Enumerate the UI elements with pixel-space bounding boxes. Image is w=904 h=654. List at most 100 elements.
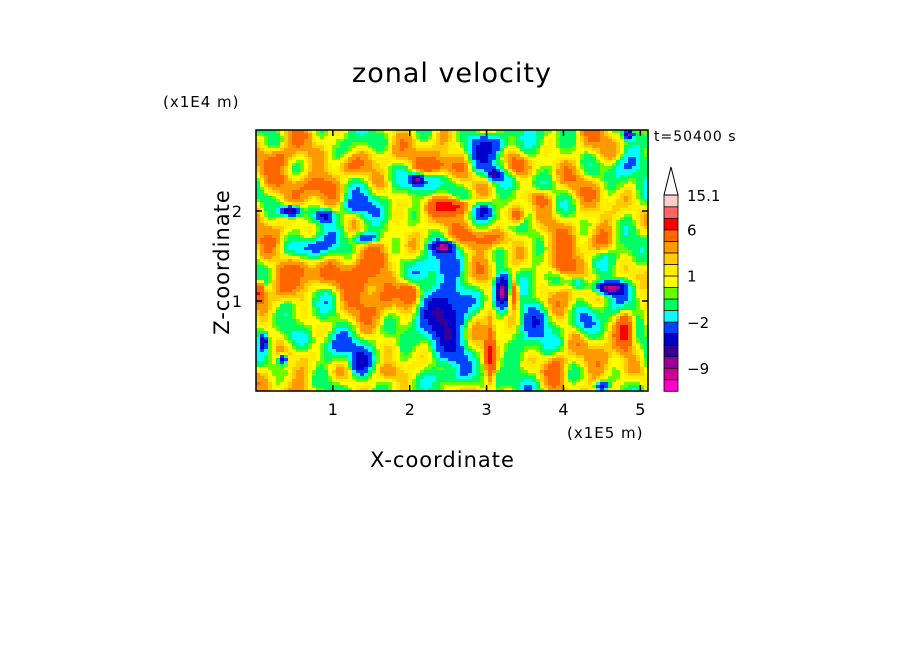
- field-cell: [288, 205, 293, 209]
- field-cell: [612, 184, 617, 188]
- field-cell: [364, 193, 369, 197]
- field-cell: [264, 196, 269, 200]
- field-cell: [512, 163, 517, 167]
- field-cell: [384, 244, 389, 248]
- field-cell: [300, 181, 305, 185]
- field-cell: [336, 223, 341, 227]
- field-cell: [344, 130, 349, 134]
- field-cell: [588, 175, 593, 179]
- field-cell: [572, 166, 577, 170]
- field-cell: [636, 166, 641, 170]
- field-cell: [364, 184, 369, 188]
- field-cell: [324, 133, 329, 137]
- field-cell: [640, 133, 645, 137]
- field-cell: [424, 235, 429, 239]
- field-cell: [608, 229, 613, 233]
- field-cell: [372, 136, 377, 140]
- field-cell: [552, 169, 557, 173]
- field-cell: [364, 190, 369, 194]
- field-cell: [452, 166, 457, 170]
- field-cell: [308, 190, 313, 194]
- field-cell: [572, 205, 577, 209]
- field-cell: [360, 139, 365, 143]
- field-cell: [584, 208, 589, 212]
- field-cell: [512, 181, 517, 185]
- field-cell: [488, 166, 493, 170]
- field-cell: [440, 232, 445, 236]
- field-cell: [516, 205, 521, 209]
- field-cell: [412, 157, 417, 161]
- field-cell: [588, 241, 593, 245]
- field-cell: [600, 133, 605, 137]
- field-cell: [628, 169, 633, 173]
- field-cell: [516, 199, 521, 203]
- field-cell: [476, 142, 481, 146]
- field-cell: [312, 199, 317, 203]
- field-cell: [460, 217, 465, 221]
- field-cell: [544, 184, 549, 188]
- field-cell: [576, 148, 581, 152]
- field-cell: [532, 238, 537, 242]
- field-cell: [628, 154, 633, 158]
- field-cell: [520, 181, 525, 185]
- field-cell: [416, 142, 421, 146]
- field-cell: [628, 175, 633, 179]
- field-cell: [460, 142, 465, 146]
- field-cell: [296, 244, 301, 248]
- field-cell: [476, 130, 481, 134]
- field-cell: [320, 214, 325, 218]
- field-cell: [368, 238, 373, 242]
- field-cell: [440, 139, 445, 143]
- field-cell: [264, 163, 269, 167]
- field-cell: [556, 163, 561, 167]
- field-cell: [412, 184, 417, 188]
- field-cell: [536, 184, 541, 188]
- field-cell: [452, 175, 457, 179]
- field-cell: [328, 181, 333, 185]
- field-cell: [548, 220, 553, 224]
- field-cell: [576, 133, 581, 137]
- field-cell: [560, 154, 565, 158]
- field-cell: [596, 187, 601, 191]
- field-cell: [460, 166, 465, 170]
- field-cell: [576, 220, 581, 224]
- field-cell: [560, 136, 565, 140]
- field-cell: [460, 190, 465, 194]
- field-cell: [292, 241, 297, 245]
- field-cell: [304, 142, 309, 146]
- field-cell: [336, 217, 341, 221]
- field-cell: [448, 139, 453, 143]
- field-cell: [408, 211, 413, 215]
- field-cell: [560, 151, 565, 155]
- field-cell: [516, 196, 521, 200]
- field-cell: [260, 181, 265, 185]
- field-cell: [508, 232, 513, 236]
- field-cell: [468, 241, 473, 245]
- field-cell: [600, 139, 605, 143]
- field-cell: [352, 166, 357, 170]
- field-cell: [324, 190, 329, 194]
- field-cell: [312, 232, 317, 236]
- field-cell: [320, 136, 325, 140]
- field-cell: [288, 151, 293, 155]
- field-cell: [512, 169, 517, 173]
- field-cell: [260, 211, 265, 215]
- field-cell: [444, 217, 449, 221]
- field-cell: [420, 199, 425, 203]
- field-cell: [516, 220, 521, 224]
- field-cell: [284, 151, 289, 155]
- field-cell: [356, 163, 361, 167]
- field-cell: [436, 196, 441, 200]
- field-cell: [624, 223, 629, 227]
- field-cell: [420, 175, 425, 179]
- field-cell: [620, 232, 625, 236]
- field-cell: [444, 223, 449, 227]
- field-cell: [360, 175, 365, 179]
- field-cell: [532, 241, 537, 245]
- field-cell: [304, 199, 309, 203]
- field-cell: [372, 223, 377, 227]
- field-cell: [276, 190, 281, 194]
- field-cell: [460, 208, 465, 212]
- field-cell: [448, 235, 453, 239]
- field-cell: [312, 136, 317, 140]
